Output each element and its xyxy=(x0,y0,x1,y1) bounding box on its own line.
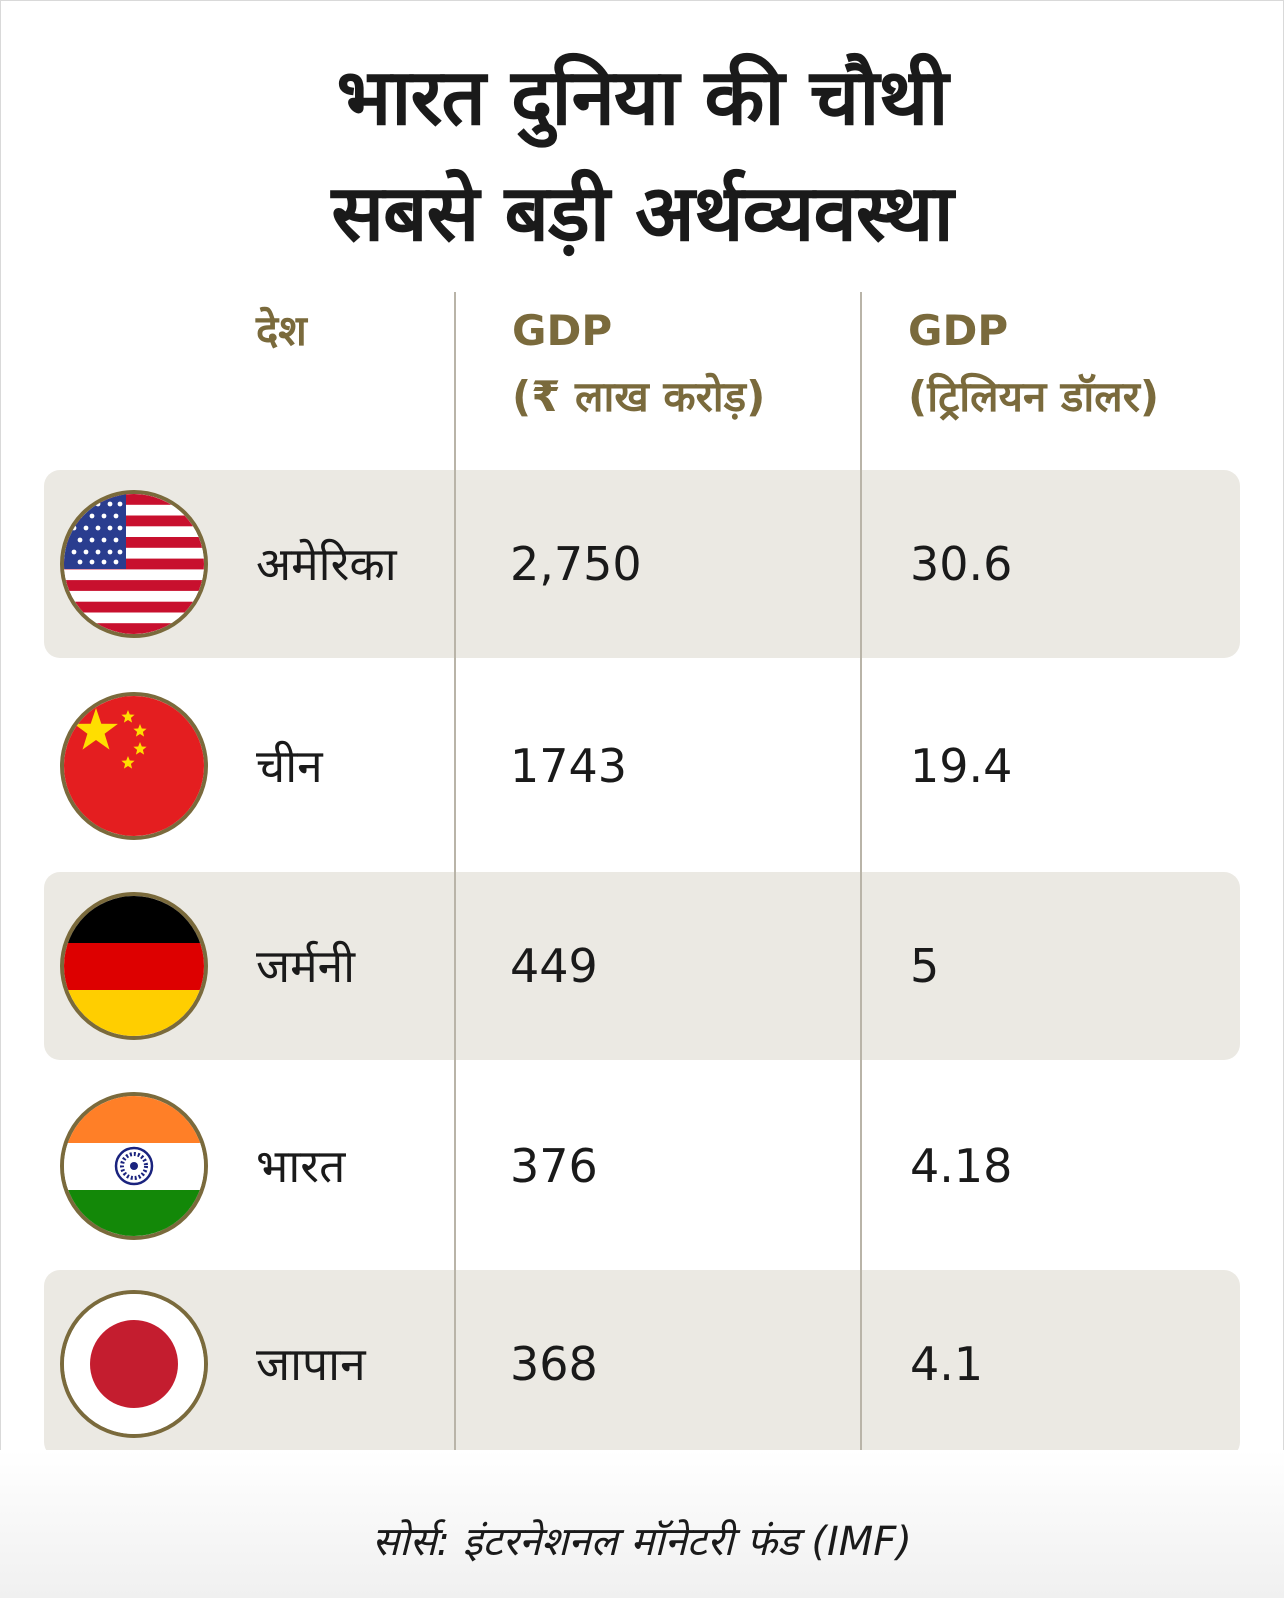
source-note: सोर्स: इंटरनेशनल मॉनेटरी फंड (IMF) xyxy=(372,1519,912,1565)
table-row: जापान 368 4.1 xyxy=(44,1270,1240,1458)
gdp-inr-value: 449 xyxy=(510,939,598,993)
country-name: जापान xyxy=(256,1337,366,1391)
chart-title: भारत दुनिया की चौथी सबसे बड़ी अर्थव्यवस्… xyxy=(0,40,1284,272)
title-line-1: भारत दुनिया की चौथी xyxy=(336,53,948,143)
japan-flag-icon xyxy=(60,1290,208,1438)
table-row: जर्मनी 449 5 xyxy=(44,872,1240,1060)
country-name: चीन xyxy=(256,739,323,793)
footer-background xyxy=(0,1450,1284,1598)
gdp-usd-value: 4.1 xyxy=(910,1337,984,1391)
gdp-inr-value: 368 xyxy=(510,1337,598,1391)
country-name: जर्मनी xyxy=(256,939,356,993)
header-country: देश xyxy=(256,306,307,355)
gdp-usd-value: 30.6 xyxy=(910,537,1013,591)
header-gdp-inr: GDP (₹ लाख करोड़) xyxy=(512,298,765,430)
header-gdp-inr-line2: (₹ लाख करोड़) xyxy=(512,372,766,421)
country-name: भारत xyxy=(256,1139,346,1193)
gdp-inr-value: 2,750 xyxy=(510,537,642,591)
header-gdp-usd-line1: GDP xyxy=(908,306,1009,355)
table-row: भारत 376 4.18 xyxy=(44,1072,1240,1260)
title-line-2: सबसे बड़ी अर्थव्यवस्था xyxy=(331,169,953,259)
gdp-usd-value: 4.18 xyxy=(910,1139,1013,1193)
gdp-usd-value: 19.4 xyxy=(910,739,1013,793)
usa-flag-icon xyxy=(60,490,208,638)
india-flag-icon xyxy=(60,1092,208,1240)
header-gdp-usd: GDP (ट्रिलियन डॉलर) xyxy=(908,298,1159,430)
gdp-usd-value: 5 xyxy=(910,939,940,993)
column-divider xyxy=(860,292,862,1472)
gdp-inr-value: 376 xyxy=(510,1139,598,1193)
column-divider xyxy=(454,292,456,1472)
table-row: अमेरिका 2,750 30.6 xyxy=(44,470,1240,658)
china-flag-icon xyxy=(60,692,208,840)
header-gdp-inr-line1: GDP xyxy=(512,306,613,355)
country-name: अमेरिका xyxy=(256,537,397,591)
gdp-inr-value: 1743 xyxy=(510,739,628,793)
germany-flag-icon xyxy=(60,892,208,1040)
table-row: चीन 1743 19.4 xyxy=(44,672,1240,860)
header-gdp-usd-line2: (ट्रिलियन डॉलर) xyxy=(908,372,1160,421)
